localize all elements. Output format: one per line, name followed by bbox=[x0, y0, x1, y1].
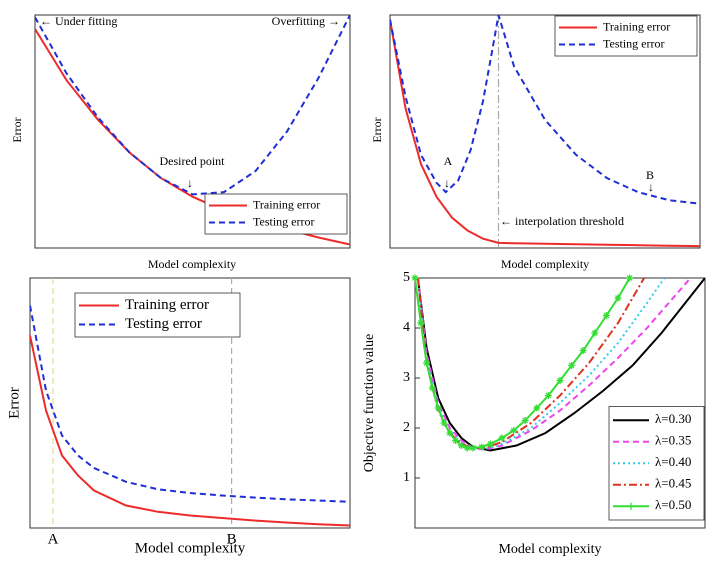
series-marker bbox=[423, 359, 431, 367]
legend-label: λ=0.30 bbox=[655, 411, 691, 426]
series-marker bbox=[591, 329, 599, 337]
series-line bbox=[390, 15, 700, 205]
series-marker bbox=[463, 444, 471, 452]
plot-frame bbox=[414, 277, 706, 529]
annotation: ↓ bbox=[648, 180, 654, 194]
plot-frame bbox=[389, 14, 701, 249]
legend-label: Testing error bbox=[125, 316, 202, 332]
panel: Model complexity Objective function value… bbox=[362, 270, 706, 557]
panel: Model complexity Error A B Training error Tes… bbox=[6, 277, 351, 556]
x-axis-label: Model complexity bbox=[501, 257, 589, 271]
annotation: ← interpolation threshold bbox=[500, 214, 624, 228]
series-marker bbox=[568, 362, 576, 369]
y-axis-label: Error bbox=[10, 117, 24, 142]
series-marker bbox=[440, 419, 448, 427]
legend-label: Training error bbox=[125, 297, 209, 313]
series-marker bbox=[556, 377, 564, 384]
y-tick-label: 3 bbox=[403, 370, 410, 385]
annotation: ↓ bbox=[187, 176, 193, 190]
series-marker bbox=[626, 274, 634, 282]
legend-box bbox=[74, 292, 241, 338]
legend-label: Testing error bbox=[253, 214, 314, 228]
y-tick-label: 1 bbox=[403, 470, 410, 485]
series-marker bbox=[533, 404, 541, 412]
panel: Model complexity Error ← Under fitting Over… bbox=[10, 14, 351, 271]
series-line bbox=[390, 19, 700, 248]
series-marker bbox=[446, 429, 454, 437]
series-marker bbox=[411, 274, 419, 282]
annotation: ↓ bbox=[444, 176, 450, 190]
x-axis-label: Model complexity bbox=[148, 257, 236, 271]
legend-label: λ=0.40 bbox=[655, 454, 691, 469]
legend-label: λ=0.45 bbox=[655, 476, 691, 491]
legend-box bbox=[204, 193, 348, 235]
series-marker bbox=[428, 384, 436, 392]
legend-label: λ=0.50 bbox=[655, 497, 691, 512]
legend-label: Training error bbox=[603, 19, 670, 33]
y-tick-label: 5 bbox=[403, 270, 410, 285]
legend-label: Testing error bbox=[603, 36, 664, 50]
series-line bbox=[416, 278, 692, 451]
plot-frame bbox=[34, 14, 351, 249]
annotation: ← Under fitting bbox=[40, 14, 117, 28]
series-marker bbox=[602, 312, 610, 319]
legend-box bbox=[554, 15, 698, 57]
y-axis-label: Error bbox=[370, 117, 384, 142]
series-line bbox=[35, 15, 350, 196]
y-axis-label: Error bbox=[6, 387, 22, 419]
series-marker bbox=[452, 437, 460, 444]
series-marker bbox=[469, 444, 477, 452]
annotation: B bbox=[646, 168, 654, 182]
x-tick-label: B bbox=[227, 531, 237, 547]
y-tick-label: 4 bbox=[403, 320, 410, 335]
annotation: Overfitting → bbox=[272, 14, 340, 28]
series-marker bbox=[510, 427, 518, 434]
x-axis-label: Model complexity bbox=[498, 542, 601, 557]
series-marker bbox=[457, 442, 465, 449]
annotation: Desired point bbox=[160, 154, 226, 168]
series-marker bbox=[486, 440, 494, 448]
legend-marker bbox=[627, 502, 635, 510]
series-marker bbox=[498, 434, 506, 442]
series-marker bbox=[521, 417, 529, 424]
x-axis-label: Model complexity bbox=[135, 540, 246, 556]
plot-frame bbox=[29, 277, 351, 529]
series-line bbox=[30, 305, 350, 503]
series-line bbox=[416, 278, 705, 452]
series-marker bbox=[434, 404, 442, 412]
legend-label: λ=0.35 bbox=[655, 433, 691, 448]
y-axis-label: Objective function value bbox=[362, 334, 377, 472]
legend-label: Training error bbox=[253, 197, 320, 211]
series-marker bbox=[544, 392, 552, 399]
series-marker bbox=[478, 443, 486, 451]
series-marker bbox=[614, 294, 622, 302]
annotation: A bbox=[444, 154, 453, 168]
x-tick-label: A bbox=[48, 531, 59, 547]
series-marker bbox=[417, 319, 425, 327]
series-line bbox=[30, 335, 350, 527]
y-tick-label: 2 bbox=[403, 420, 410, 435]
series-marker bbox=[579, 347, 587, 354]
